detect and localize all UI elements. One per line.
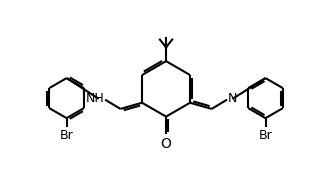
Text: Br: Br <box>259 129 272 142</box>
Text: N: N <box>228 92 237 105</box>
Text: O: O <box>161 137 171 151</box>
Text: NH: NH <box>86 92 104 105</box>
Text: Br: Br <box>60 129 74 142</box>
